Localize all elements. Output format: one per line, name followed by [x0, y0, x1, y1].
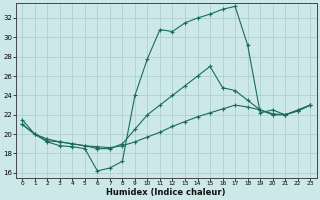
X-axis label: Humidex (Indice chaleur): Humidex (Indice chaleur) [107, 188, 226, 197]
